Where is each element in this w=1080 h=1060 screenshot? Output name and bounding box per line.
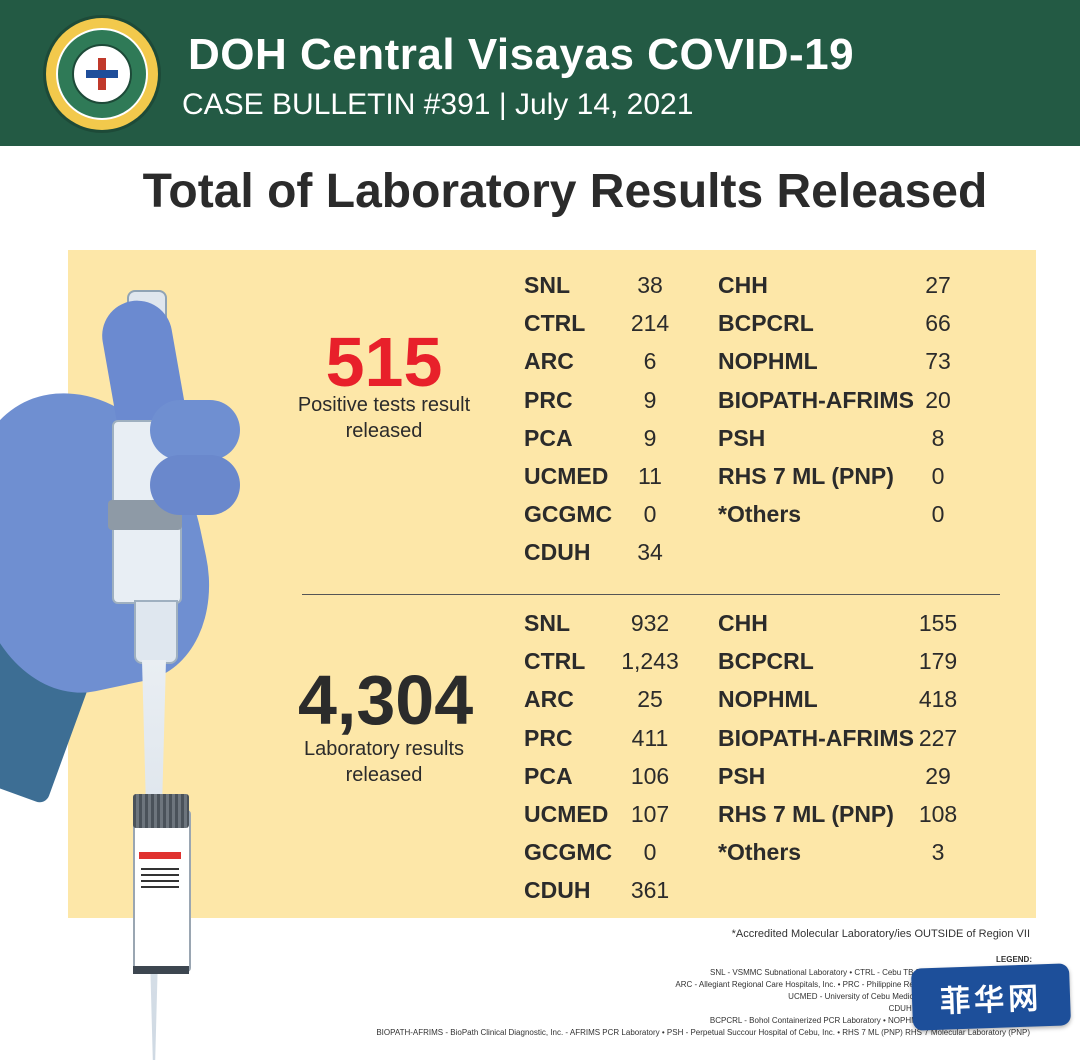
positive-right-lab-name: PSH	[718, 425, 766, 451]
laboratory-right-lab-value: 227	[918, 725, 958, 751]
positive-left-lab-value: 34	[637, 539, 663, 565]
doh-seal-icon	[46, 18, 158, 130]
laboratory-left-lab-name: UCMED	[524, 801, 609, 827]
laboratory-left-lab-name: PCA	[524, 763, 573, 789]
positive-left-lab-name: UCMED	[524, 463, 609, 489]
positive-right-lab-value: 66	[925, 310, 951, 336]
laboratory-left-lab-name: SNL	[524, 610, 570, 636]
laboratory-right-lab-value: 418	[918, 686, 958, 712]
laboratory-right-lab-name: *Others	[718, 839, 802, 865]
positive-right-lab-value: 73	[925, 348, 951, 374]
results-panel	[68, 250, 1036, 918]
positive-right-lab-name: NOPHML	[718, 348, 818, 374]
positive-left-lab-name: CDUH	[524, 539, 591, 565]
legend-title: LEGEND:	[996, 955, 1032, 964]
header-banner: DOH Central Visayas COVID-19 CASE BULLET…	[0, 0, 1080, 146]
positive-right-lab-value: 0	[931, 463, 945, 489]
positive-left-lab-name: PCA	[524, 425, 573, 451]
positive-right-lab-value: 8	[931, 425, 945, 451]
positive-left-lab-value: 9	[643, 425, 657, 451]
positive-left-lab-name: SNL	[524, 272, 570, 298]
positive-left-lab-value: 6	[643, 348, 657, 374]
laboratory-left-lab-name: CTRL	[524, 648, 586, 674]
laboratory-left-lab-name: GCGMC	[524, 839, 613, 865]
positive-right-lab-name: CHH	[718, 272, 768, 298]
sample-vial-icon	[133, 794, 191, 974]
laboratory-caption: Laboratory results released	[303, 738, 465, 786]
laboratory-right-lab-name: CHH	[718, 610, 768, 636]
positive-left-lab-name: GCGMC	[524, 501, 613, 527]
positive-left-lab-value: 11	[638, 463, 662, 489]
laboratory-left-lab-value: 1,243	[621, 648, 679, 674]
laboratory-left-lab-value: 25	[637, 686, 663, 712]
legend-line: SNL - VSMMC Subnational Laboratory • CTR…	[710, 968, 1030, 977]
positive-left-lab-value: 38	[637, 272, 663, 298]
laboratory-right-lab-name: NOPHML	[718, 686, 818, 712]
legend-line: BIOPATH-AFRIMS - BioPath Clinical Diagno…	[376, 1028, 1030, 1037]
laboratory-left-lab-name: ARC	[524, 686, 574, 712]
site-watermark: 菲华网	[910, 963, 1072, 1031]
positive-right-lab-name: BIOPATH-AFRIMS	[718, 387, 914, 413]
laboratory-right-lab-value: 108	[918, 801, 958, 827]
positive-caption: Positive tests result released	[297, 394, 471, 442]
laboratory-left-lab-value: 107	[630, 801, 670, 827]
positive-right-lab-value: 0	[931, 501, 945, 527]
footnote: *Accredited Molecular Laboratory/ies OUT…	[731, 928, 1030, 940]
positive-left-lab-name: PRC	[524, 387, 573, 413]
positive-left-lab-name: ARC	[524, 348, 574, 374]
laboratory-right-lab-value: 29	[925, 763, 951, 789]
laboratory-count: 4,304	[298, 661, 474, 739]
positive-right-lab-name: BCPCRL	[718, 310, 814, 336]
positive-left-lab-value: 0	[643, 501, 657, 527]
laboratory-right-lab-value: 179	[918, 648, 958, 674]
positive-right-lab-value: 27	[925, 272, 951, 298]
laboratory-right-lab-value: 155	[918, 610, 958, 636]
legend-line: ARC - Allegiant Regional Care Hospitals,…	[675, 980, 1030, 989]
positive-right-lab-value: 20	[925, 387, 951, 413]
laboratory-left-lab-value: 106	[630, 763, 670, 789]
laboratory-left-lab-value: 0	[643, 839, 657, 865]
laboratory-right-lab-name: BIOPATH-AFRIMS	[718, 725, 914, 751]
legend-line: UCMED - University of Cebu Medical Cente…	[788, 992, 1030, 1001]
bulletin-subtitle: CASE BULLETIN #391 | July 14, 2021	[182, 88, 694, 121]
laboratory-right-lab-name: PSH	[718, 763, 766, 789]
positive-left-lab-name: CTRL	[524, 310, 586, 336]
laboratory-left-lab-value: 361	[630, 877, 670, 903]
laboratory-left-lab-value: 932	[630, 610, 670, 636]
positive-left-lab-value: 214	[630, 310, 670, 336]
positive-count: 515	[325, 323, 443, 401]
laboratory-right-lab-name: BCPCRL	[718, 648, 814, 674]
positive-left-lab-value: 9	[643, 387, 657, 413]
section-divider	[302, 594, 1000, 595]
positive-right-lab-name: RHS 7 ML (PNP)	[718, 463, 894, 489]
laboratory-right-lab-name: RHS 7 ML (PNP)	[718, 801, 894, 827]
laboratory-left-lab-name: PRC	[524, 725, 573, 751]
page-title: Total of Laboratory Results Released	[142, 165, 988, 218]
bulletin-title: DOH Central Visayas COVID-19	[188, 30, 855, 79]
laboratory-right-lab-value: 3	[931, 839, 945, 865]
pipette-hand-illustration	[0, 280, 260, 1060]
legend-line: BCPCRL - Bohol Containerized PCR Laborat…	[709, 1016, 1030, 1025]
positive-right-lab-name: *Others	[718, 501, 802, 527]
laboratory-left-lab-name: CDUH	[524, 877, 591, 903]
laboratory-left-lab-value: 411	[631, 725, 669, 751]
